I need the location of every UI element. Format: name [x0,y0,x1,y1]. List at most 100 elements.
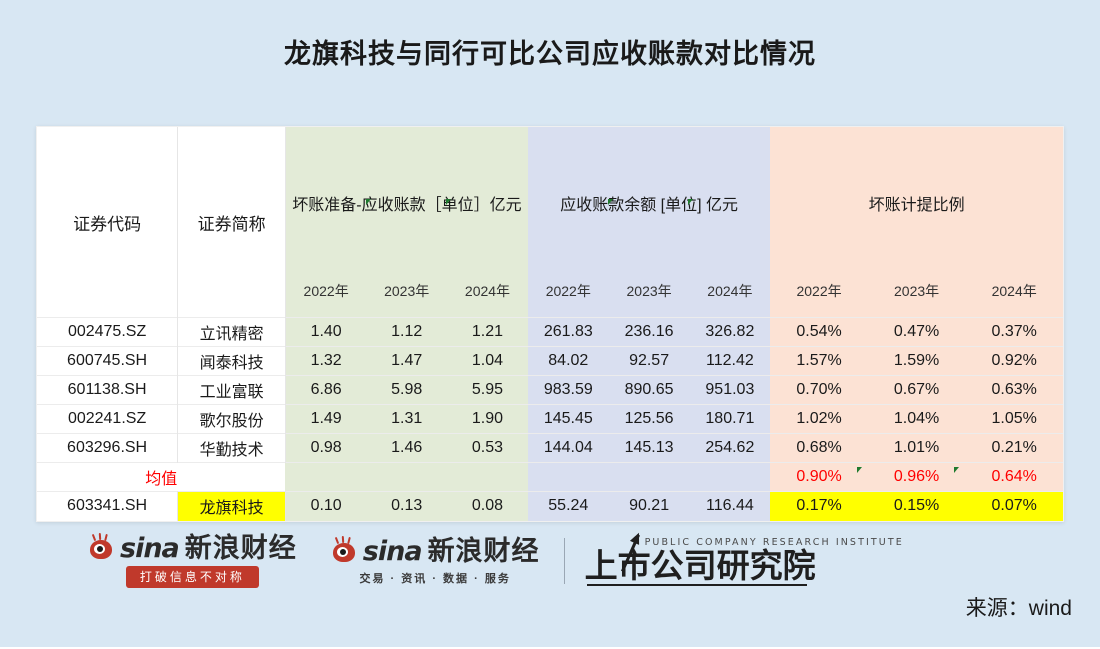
cell-avg-bad-debt-2024 [447,462,528,492]
table-row: 002241.SZ 歌尔股份 1.49 1.31 1.90 145.45 125… [37,404,1063,434]
cell-balance-2023: 92.57 [608,346,690,376]
header-year-balance-2022: 2022年 [527,249,609,318]
header-year-bad-debt-2023: 2023年 [366,249,448,318]
cell-ratio-2022-highlighted: 0.17% [770,491,868,521]
cell-name-highlighted: 龙旗科技 [177,491,286,521]
table-card: 证券代码 证券简称 坏账准备-应收账款［单位］亿元 应收账款余额 [单位] 亿元 [36,126,1064,522]
institute-wordmark: 上市公司研究院 [585,533,816,582]
green-flag-icon [856,467,862,473]
header-year-bad-debt-2024: 2024年 [447,249,528,318]
cell-bad-debt-2023: 1.12 [366,317,448,347]
sina-tagline-primary: 打破信息不对称 [125,566,259,588]
cell-ratio-2024: 0.21% [965,433,1063,463]
sina-finance-logo-primary: sina 新浪财经 打破信息不对称 [88,532,297,588]
cell-balance-2024: 254.62 [689,433,771,463]
cell-bad-debt-2023: 1.46 [366,433,448,463]
cell-ratio-2022: 1.57% [770,346,868,376]
cell-avg-balance-2022 [527,462,609,492]
institute-name-en: PUBLIC COMPANY RESEARCH INSTITUTE [644,536,904,548]
cell-balance-2023: 890.65 [608,375,690,405]
cell-bad-debt-2022: 6.86 [285,375,367,405]
sina-finance-logo-secondary: sina 新浪财经 交易 · 资讯 · 数据 · 服务 [331,535,540,586]
header-group-bad-debt: 坏账准备-应收账款［单位］亿元 [285,127,528,249]
source-note: 来源：wind [965,597,1072,620]
cell-code: 601138.SH [37,375,179,405]
research-institute-logo: PUBLIC COMPANY RESEARCH INSTITUTE 上市公司研究… [585,533,904,586]
header-name: 证券简称 [177,127,286,318]
cell-ratio-2022: 0.68% [770,433,868,463]
avg-ratio-2024-value: 0.64% [991,468,1037,485]
header-group-ratio-label: 坏账计提比例 [868,197,965,214]
cell-bad-debt-2023: 0.13 [366,491,448,521]
header-year-balance-2023: 2023年 [608,249,690,318]
cell-bad-debt-2024: 1.90 [447,404,528,434]
footer: sina 新浪财经 打破信息不对称 sina 新浪财经 交易 · 资讯 · 数据… [0,528,1100,618]
logo-strip: sina 新浪财经 打破信息不对称 sina 新浪财经 交易 · 资讯 · 数据… [88,532,904,588]
bottom-rule [0,647,1100,649]
cell-balance-2023: 145.13 [608,433,690,463]
cell-name: 歌尔股份 [177,404,286,434]
avg-ratio-2023-value: 0.96% [893,468,940,485]
sina-eye-icon [88,532,114,560]
cell-name: 闻泰科技 [177,346,286,376]
cell-ratio-2022: 0.70% [770,375,868,405]
table-row: 600745.SH 闻泰科技 1.32 1.47 1.04 84.02 92.5… [37,346,1063,376]
cell-balance-2024: 951.03 [689,375,771,405]
cell-balance-2023: 236.16 [608,317,690,347]
sina-wordmark-en: sina [362,535,423,567]
cell-bad-debt-2024: 0.53 [447,433,528,463]
cell-code: 603296.SH [37,433,179,463]
cell-bad-debt-2024: 0.08 [447,491,528,521]
cell-ratio-2023: 0.47% [867,317,966,347]
table-row: 002475.SZ 立讯精密 1.40 1.12 1.21 261.83 236… [37,317,1063,347]
cell-ratio-2023: 1.01% [867,433,966,463]
header-year-ratio-2023: 2023年 [867,249,966,318]
table-row: 603296.SH 华勤技术 0.98 1.46 0.53 144.04 145… [37,433,1063,463]
cell-bad-debt-2022: 0.98 [285,433,367,463]
cell-average-label: 均值 [37,462,286,492]
table-row: 601138.SH 工业富联 6.86 5.98 5.95 983.59 890… [37,375,1063,405]
cell-balance-2022: 145.45 [527,404,609,434]
sina-wordmark-cn: 新浪财经 [427,535,540,566]
cell-code: 002475.SZ [37,317,179,347]
table-row-average: 均值 0.90% 0.96% 0.64% [37,462,1063,492]
header-group-balance-label: 应收账款余额 [单位] 亿元 [560,197,738,214]
sina-wordmark-cn: 新浪财经 [184,533,297,563]
cell-avg-ratio-2023: 0.96% [867,462,966,492]
cell-balance-2022: 144.04 [527,433,609,463]
header-year-balance-2024: 2024年 [689,249,771,318]
cell-code: 002241.SZ [37,404,179,434]
cell-ratio-2024: 0.63% [965,375,1063,405]
cell-balance-2023: 90.21 [608,491,690,521]
cell-ratio-2022: 0.54% [770,317,868,347]
cell-ratio-2023-highlighted: 0.15% [867,491,966,521]
header-year-bad-debt-2022: 2022年 [285,249,367,318]
cell-ratio-2024: 0.92% [965,346,1063,376]
table-header: 证券代码 证券简称 坏账准备-应收账款［单位］亿元 应收账款余额 [单位] 亿元 [37,127,1063,318]
cell-name: 立讯精密 [177,317,286,347]
cell-avg-bad-debt-2022 [285,462,367,492]
cell-balance-2023: 125.56 [608,404,690,434]
cell-bad-debt-2023: 1.47 [366,346,448,376]
cell-avg-balance-2024 [689,462,771,492]
comparison-table: 证券代码 证券简称 坏账准备-应收账款［单位］亿元 应收账款余额 [单位] 亿元 [37,127,1063,521]
logo-divider [563,538,565,584]
cell-bad-debt-2023: 1.31 [366,404,448,434]
cell-bad-debt-2022: 1.49 [285,404,367,434]
table-body: 002475.SZ 立讯精密 1.40 1.12 1.21 261.83 236… [37,317,1063,521]
cell-balance-2024: 326.82 [689,317,771,347]
cell-avg-bad-debt-2023 [366,462,448,492]
cell-bad-debt-2022: 1.40 [285,317,367,347]
cell-ratio-2023: 1.59% [867,346,966,376]
header-year-ratio-2022: 2022年 [770,249,868,318]
cell-bad-debt-2023: 5.98 [366,375,448,405]
cell-bad-debt-2024: 5.95 [447,375,528,405]
cell-ratio-2024: 1.05% [965,404,1063,434]
cell-bad-debt-2024: 1.04 [447,346,528,376]
cell-bad-debt-2022: 0.10 [285,491,367,521]
sina-logo-wordmark-secondary: sina 新浪财经 [331,535,540,567]
green-flag-icon [954,467,960,473]
cell-avg-ratio-2022: 0.90% [770,462,868,492]
header-year-ratio-2024: 2024年 [965,249,1063,318]
institute-underline [586,583,807,586]
